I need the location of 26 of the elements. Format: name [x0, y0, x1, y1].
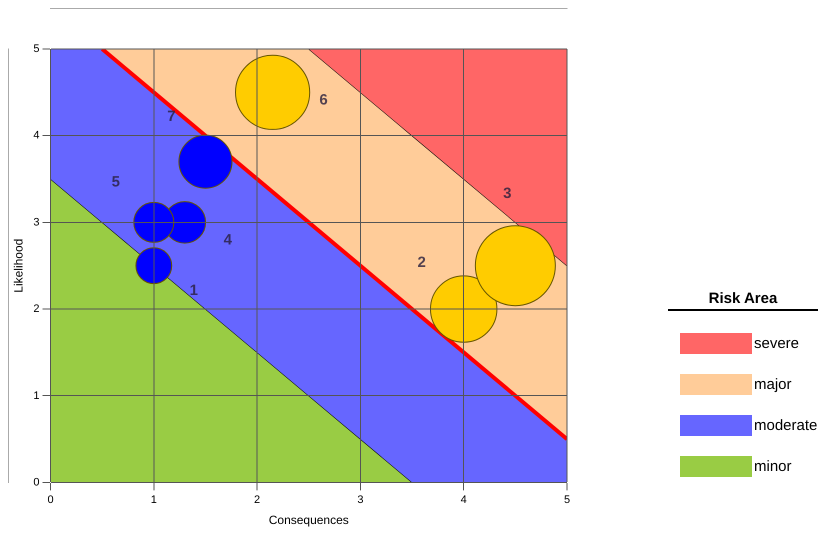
x-tick-label: 1: [150, 494, 157, 506]
legend-label: moderate: [754, 417, 818, 434]
annotation: 3: [503, 184, 512, 202]
y-tick-label: 2: [33, 303, 40, 316]
y-tick-label: 1: [33, 390, 40, 402]
x-tick-label: 3: [357, 494, 364, 506]
y-tick-label: 5: [33, 43, 40, 56]
y-tick-label: 0: [33, 476, 40, 488]
annotation: 2: [418, 254, 426, 272]
x-tick-label: 5: [564, 494, 570, 506]
annotation: 6: [319, 91, 328, 108]
legend-label: major: [754, 376, 792, 393]
y-axis-title: Likelihood: [12, 238, 26, 293]
annotation: 7: [167, 108, 176, 125]
y-tick-label: 3: [33, 216, 40, 228]
x-tick-label: 2: [254, 494, 260, 506]
annotation: 5: [112, 174, 120, 190]
legend-label: severe: [754, 335, 800, 352]
x-axis-title: Consequences: [268, 513, 349, 528]
x-tick-label: 0: [47, 494, 54, 506]
annotation: 1: [190, 282, 198, 299]
legend-label: minor: [754, 458, 792, 475]
x-tick-label: 4: [460, 494, 467, 506]
annotation: 4: [224, 232, 233, 248]
legend-title: Risk Area: [668, 290, 818, 311]
y-tick-label: 4: [33, 130, 40, 142]
